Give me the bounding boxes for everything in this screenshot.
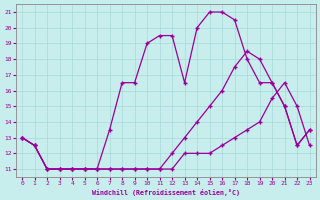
X-axis label: Windchill (Refroidissement éolien,°C): Windchill (Refroidissement éolien,°C) bbox=[92, 189, 240, 196]
